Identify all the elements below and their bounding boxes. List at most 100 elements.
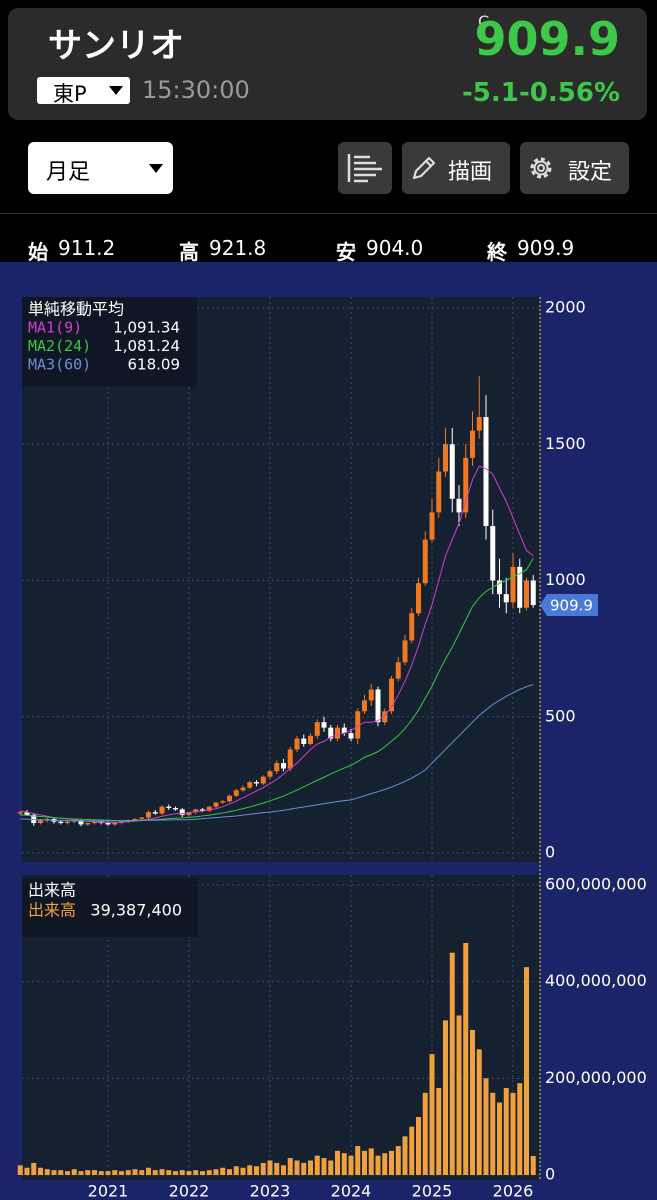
volume-bar (17, 1165, 23, 1175)
volume-bar (274, 1162, 280, 1175)
candle-body (463, 457, 469, 513)
candle-body (24, 812, 30, 815)
volume-bar (260, 1162, 266, 1175)
candle-body (308, 735, 313, 744)
candle-body (483, 417, 489, 526)
volume-bar (422, 1092, 428, 1175)
settings-label: 設定 (568, 160, 613, 185)
ohlc-label: 安 (336, 240, 356, 264)
volume-bar (159, 1169, 165, 1175)
volume-bar (395, 1146, 401, 1175)
candle-body (159, 806, 165, 814)
volume-bar (213, 1169, 219, 1175)
x-tick-label: 2022 (169, 1182, 210, 1200)
market-select[interactable]: 東P (37, 77, 130, 106)
volume-bar (382, 1153, 388, 1175)
volume-bar (281, 1165, 286, 1175)
volume-bar (254, 1166, 259, 1175)
candle-body (281, 763, 286, 769)
volume-bar (449, 952, 455, 1175)
volume-bar (65, 1171, 70, 1175)
legend-title: 単純移動平均 (28, 300, 124, 319)
candle-body (422, 539, 428, 584)
candle-body (294, 738, 300, 750)
candle-body (206, 806, 212, 811)
candle-body (456, 498, 462, 513)
ohlc-label: 始 (28, 240, 48, 264)
ohlc-value: 921.8 (209, 236, 267, 260)
volume-bar (328, 1160, 334, 1175)
volume-bar (119, 1171, 124, 1175)
volume-bar (85, 1170, 91, 1175)
y-tick-label: 200,000,000 (545, 1068, 647, 1087)
volume-bar (166, 1170, 172, 1175)
volume-bar (179, 1170, 185, 1175)
ohlc-label: 終 (487, 240, 507, 264)
volume-bar (220, 1167, 226, 1175)
volume-bar (436, 1088, 442, 1175)
candle-body (260, 776, 266, 784)
volume-bar (510, 1092, 516, 1175)
volume-bar (92, 1170, 97, 1175)
candle-body (146, 812, 151, 818)
ohlc-label: 高 (179, 240, 199, 264)
candle-body (490, 526, 496, 581)
legend-value: 39,387,400 (90, 901, 182, 920)
candle-body (503, 594, 509, 603)
settings-button[interactable]: 設定 (520, 142, 629, 194)
volume-bar (476, 1049, 482, 1175)
candle-body (227, 795, 232, 802)
candle-body (92, 821, 97, 824)
volume-bar (247, 1165, 253, 1175)
volume-bar (443, 1020, 448, 1175)
legend-name: 出来高 (28, 901, 76, 920)
volume-bar (112, 1170, 118, 1175)
volume-bar (294, 1160, 300, 1175)
candle-body (375, 689, 381, 723)
moving-average (20, 465, 534, 823)
volume-bar (314, 1155, 320, 1175)
legend-name: MA1(9) (28, 319, 82, 337)
stock-name: サンリオ (48, 26, 184, 66)
candle-body (476, 417, 482, 431)
volume-bar (206, 1170, 212, 1175)
candle-body (409, 613, 415, 641)
volume-bar (362, 1150, 367, 1175)
candle-body (166, 806, 172, 809)
volume-bar (348, 1155, 354, 1175)
divider (0, 213, 657, 214)
list-button[interactable] (338, 142, 392, 194)
volume-bar (132, 1169, 138, 1175)
dropdown-arrow (149, 164, 163, 173)
legend-name: MA3(60) (28, 356, 91, 374)
volume-bar (524, 967, 529, 1175)
pencil-icon (412, 156, 436, 180)
candle-body (314, 722, 320, 736)
candle-body (510, 566, 516, 603)
candle-body (287, 749, 293, 769)
period-select[interactable]: 月足 (28, 142, 173, 194)
draw-button[interactable]: 描画 (402, 142, 510, 194)
legend-title: 出来高 (28, 881, 76, 900)
volume-bar (321, 1158, 327, 1175)
volume-bar (139, 1170, 145, 1175)
volume-bar (503, 1088, 509, 1175)
volume-bar (173, 1171, 178, 1175)
period-label: 月足 (46, 160, 91, 185)
volume-bar (186, 1171, 192, 1175)
volume-bar (409, 1126, 415, 1175)
ohlc-value: 904.0 (366, 236, 424, 260)
volume-bar (416, 1117, 421, 1175)
volume-bar (58, 1170, 64, 1175)
candle-body (429, 512, 435, 540)
candle-body (65, 821, 70, 824)
volume-bar (24, 1167, 30, 1175)
legend-name: MA2(24) (28, 337, 91, 355)
candle-body (17, 812, 23, 814)
moving-average (20, 558, 534, 822)
volume-bar (490, 1092, 496, 1175)
candle-body (368, 689, 374, 701)
candle-body (112, 823, 118, 825)
volume-bar (31, 1162, 37, 1175)
